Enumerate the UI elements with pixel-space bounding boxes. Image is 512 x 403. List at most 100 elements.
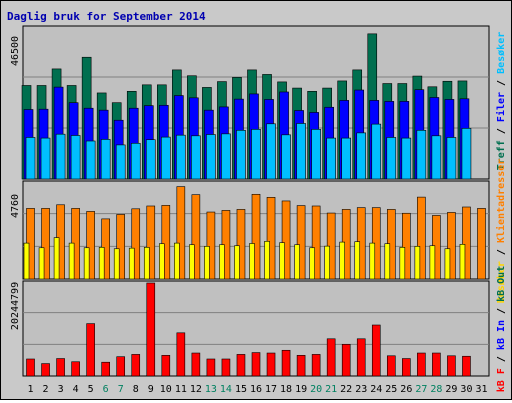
bar-besøk [311, 129, 321, 180]
x-tick-label: 22 [340, 384, 352, 395]
bar-besøk [130, 142, 141, 180]
chart-title: Daglig bruk for September 2014 [7, 10, 206, 23]
panel-visits-clients: 4760 [10, 180, 490, 280]
bar-besøk [161, 136, 171, 180]
legend-middle: Besøker / Klientadresser [495, 159, 507, 304]
bar-besøk [431, 135, 442, 180]
bar-klientadresser [176, 186, 186, 280]
bar-kb-out [206, 358, 216, 377]
bar-besøk [251, 129, 261, 180]
bar-klientadresser [236, 209, 246, 280]
bar-klientadresser [462, 206, 471, 280]
x-tick-label: 5 [88, 384, 94, 395]
bar-klientadresser [402, 212, 411, 280]
bar-besøk [55, 133, 66, 180]
bar-besøk [401, 137, 412, 180]
bar-klientadresser [477, 208, 486, 280]
bar-besoker [369, 242, 376, 280]
bar-besøk [70, 135, 81, 180]
bar-kb-out [402, 358, 411, 377]
bar-klientadresser [296, 205, 306, 280]
bar-besoker [23, 242, 30, 280]
bar-besøk [191, 135, 201, 180]
x-tick-label: 14 [220, 384, 232, 395]
bar-kb-out [326, 338, 336, 377]
bar-besøk [145, 139, 156, 180]
bar-kb-out [176, 332, 186, 377]
bar-kb-out [71, 361, 80, 377]
x-axis-labels: 1 2 3 4 5 6 7 8 9 10 11 12 13 14 15 16 17 18 19 20 21 22 23 24 2… [28, 384, 488, 395]
x-tick-label: 26 [400, 384, 412, 395]
x-tick-label: 12 [190, 384, 202, 395]
y-max-label: 46500 [10, 36, 21, 66]
bar-kb-out [56, 358, 65, 377]
bar-besoker [128, 247, 135, 280]
bar-besoker [159, 243, 165, 280]
bar-kb-out [296, 355, 306, 377]
bar-besøk [221, 133, 231, 180]
x-tick-label: 29 [445, 384, 457, 395]
panel-hits-files-visits: 46500 [10, 25, 490, 180]
bar-besøk [206, 134, 216, 180]
bar-kb-out [371, 324, 381, 377]
bar-besøk [266, 123, 276, 180]
bar-besoker [399, 247, 406, 280]
bar-klientadresser [146, 205, 156, 280]
x-tick-label: 25 [385, 384, 397, 395]
bar-kb-out [116, 356, 126, 377]
bar-kb-out [221, 358, 231, 377]
bar-besøk [236, 129, 246, 180]
bar-kb-out [266, 352, 276, 377]
bar-besøk [40, 137, 51, 180]
svg-text:Besøker / Klientadresser: Besøker / Klientadresser [495, 159, 507, 304]
x-tick-label: 20 [310, 384, 322, 395]
legend-top: Treff / Filer / Besøker [495, 32, 507, 171]
bar-besoker [279, 242, 285, 280]
x-tick-label: 31 [475, 384, 487, 395]
bar-besoker [204, 246, 210, 280]
x-tick-label: 16 [250, 384, 262, 395]
bar-besoker [38, 247, 45, 280]
x-tick-label: 18 [280, 384, 292, 395]
bar-besoker [113, 248, 120, 280]
bar-kb-out [386, 355, 396, 377]
bar-besoker [189, 244, 195, 280]
bar-klientadresser [311, 205, 321, 280]
x-tick-label: 10 [160, 384, 172, 395]
x-tick-label: 2 [43, 384, 49, 395]
bar-kb-out [462, 355, 471, 377]
bar-besoker [219, 244, 225, 280]
x-tick-label: 3 [58, 384, 64, 395]
bar-kb-out [146, 282, 156, 377]
x-tick-label: 15 [235, 384, 247, 395]
y-max-label: 4760 [10, 194, 21, 218]
bar-besøk [446, 137, 457, 180]
x-tick-label: 24 [370, 384, 382, 395]
bar-besoker [98, 247, 105, 280]
bar-klientadresser [41, 208, 50, 280]
bar-besoker [83, 247, 90, 280]
svg-text:kB F / kB In / kB Out: kB F / kB In / kB Out [496, 266, 507, 392]
bar-besoker [429, 245, 436, 280]
x-tick-label: 13 [205, 384, 217, 395]
x-tick-label: 6 [103, 384, 109, 395]
bar-kb-out [161, 355, 171, 377]
bar-besøk [371, 123, 382, 180]
bar-besoker [143, 247, 150, 280]
bar-klientadresser [206, 211, 216, 280]
bar-klientadresser [447, 212, 456, 280]
bar-besoker [459, 244, 466, 280]
bar-besøk [416, 129, 427, 180]
bar-besøk [386, 137, 397, 180]
bar-besoker [384, 243, 391, 280]
bar-klientadresser [86, 211, 95, 280]
x-tick-label: 27 [415, 384, 427, 395]
x-tick-label: 9 [148, 384, 154, 395]
bar-besøk [461, 128, 472, 180]
panel-kbytes: 20244799 [10, 280, 490, 377]
y-max-label: 20244799 [10, 282, 21, 330]
bar-kb-out [432, 352, 441, 377]
bar-kb-out [236, 354, 246, 377]
